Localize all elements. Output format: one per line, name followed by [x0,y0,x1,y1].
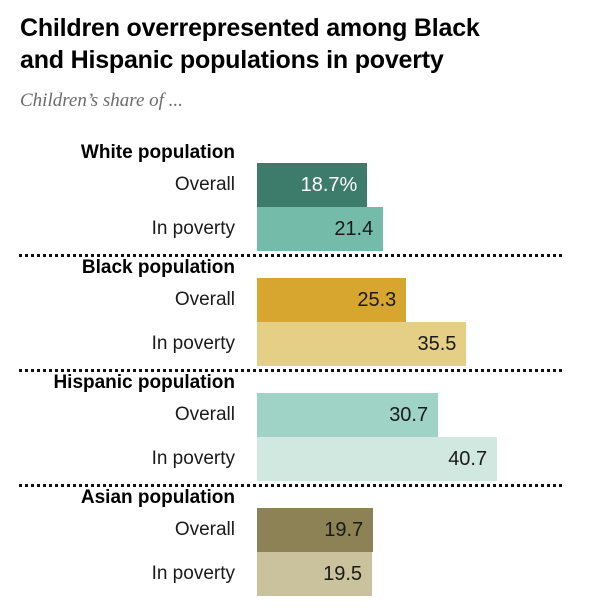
bar-value-label: 19.5 [323,562,363,585]
chart-group: White population Overall 18.7% In poverty 21… [0,142,600,251]
bar-row-label: Overall [174,519,235,540]
chart-title: Children overrepresented among Black and… [20,14,480,74]
bar-row: Overall 30.7 [0,393,600,437]
bar: 19.7 [257,508,374,552]
bar-row-label: In poverty [151,563,235,584]
bar: 35.5 [257,322,467,366]
bar-row-label: Overall [174,174,235,195]
dotted-separator [19,484,565,487]
bar-row-label: Overall [174,404,235,425]
chart-group: Hispanic population Overall 30.7 In poverty… [0,372,600,481]
chart-group: Black population Overall 25.3 In poverty 35.… [0,257,600,366]
bar-row: In poverty 40.7 [0,437,600,481]
bar-row-label: In poverty [151,333,235,354]
bar-row: In poverty 19.5 [0,552,600,596]
bar-row: Overall 19.7 [0,508,600,552]
bar: 25.3 [257,278,407,322]
bar: 21.4 [257,207,384,251]
bar-row-label: In poverty [151,218,235,239]
bar-row: Overall 18.7% [0,163,600,207]
bar: 40.7 [257,437,498,481]
bar: 18.7% [257,163,368,207]
bar-value-label: 25.3 [357,288,397,311]
bar-value-label: 35.5 [417,332,457,355]
chart-subtitle: Children’s share of ... [20,90,183,111]
dotted-separator [19,254,565,257]
bar-value-label: 30.7 [389,403,429,426]
bar-chart: White population Overall 18.7% In poverty 21… [0,142,600,596]
bar-row: In poverty 35.5 [0,322,600,366]
bar-value-label: 18.7% [300,173,358,196]
bar: 19.5 [257,552,373,596]
bar-row-label: Overall [174,289,235,310]
group-label: Asian population [80,487,235,508]
group-label: White population [80,142,235,163]
chart-group: Asian population Overall 19.7 In poverty 19.… [0,487,600,596]
bar-value-label: 40.7 [448,447,488,470]
group-label: Hispanic population [53,372,235,393]
dotted-separator [19,369,565,372]
bar-row-label: In poverty [151,448,235,469]
bar-value-label: 21.4 [334,217,374,240]
group-label: Black population [81,257,235,278]
bar-value-label: 19.7 [324,518,364,541]
bar-row: Overall 25.3 [0,278,600,322]
bar-row: In poverty 21.4 [0,207,600,251]
bar: 30.7 [257,393,439,437]
